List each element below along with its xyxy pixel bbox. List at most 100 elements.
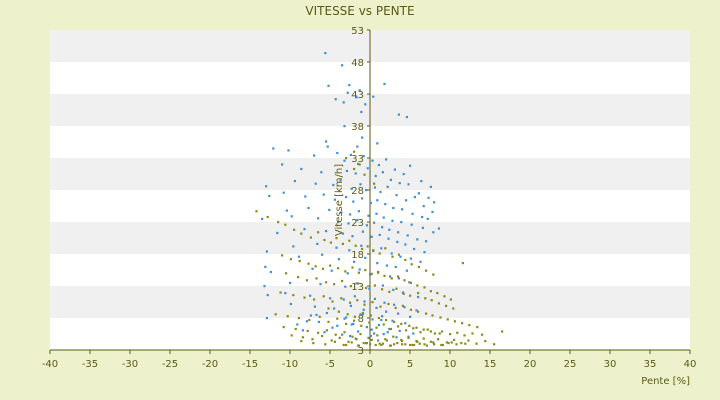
data-point bbox=[300, 167, 303, 171]
data-point bbox=[425, 344, 428, 347]
data-point bbox=[314, 182, 317, 185]
data-point bbox=[324, 343, 327, 346]
data-point bbox=[363, 173, 366, 176]
data-point bbox=[416, 340, 419, 343]
data-point bbox=[449, 333, 452, 336]
data-point bbox=[349, 301, 352, 304]
data-point bbox=[405, 269, 408, 272]
data-point bbox=[323, 238, 326, 242]
x-tick-label: -5 bbox=[325, 359, 335, 370]
data-point bbox=[349, 334, 352, 338]
data-point bbox=[361, 197, 364, 200]
data-point bbox=[471, 332, 474, 335]
data-point bbox=[404, 343, 407, 346]
data-point bbox=[397, 275, 400, 278]
data-point bbox=[426, 328, 429, 331]
data-point bbox=[375, 326, 378, 329]
data-point bbox=[303, 296, 306, 299]
data-point bbox=[402, 292, 405, 295]
data-point bbox=[346, 91, 349, 94]
data-point bbox=[347, 222, 350, 225]
axes: -40 -35 -30 -25 -20 -15 -10 -5 0 5 10 15 20 25 30 35 40 3… bbox=[42, 26, 697, 370]
data-point bbox=[396, 342, 399, 345]
data-point bbox=[426, 217, 429, 220]
data-point bbox=[357, 162, 360, 165]
data-point bbox=[384, 247, 387, 250]
data-point bbox=[343, 159, 346, 162]
data-point bbox=[367, 214, 370, 217]
data-point bbox=[321, 334, 324, 338]
data-point bbox=[365, 286, 368, 290]
data-point bbox=[348, 84, 351, 87]
data-point bbox=[372, 95, 375, 98]
data-point bbox=[311, 267, 314, 270]
data-point bbox=[274, 313, 277, 316]
data-point bbox=[410, 263, 413, 266]
x-tick-label: -35 bbox=[82, 359, 98, 370]
data-point bbox=[351, 266, 354, 269]
data-point bbox=[416, 284, 419, 287]
data-point bbox=[339, 179, 342, 182]
data-point bbox=[338, 336, 341, 339]
data-point bbox=[327, 307, 330, 310]
data-point bbox=[380, 343, 383, 347]
data-point bbox=[405, 329, 408, 332]
data-point bbox=[263, 285, 266, 288]
data-point bbox=[409, 308, 412, 311]
data-point bbox=[356, 145, 359, 148]
data-point bbox=[292, 245, 295, 248]
data-point bbox=[417, 295, 420, 299]
data-point bbox=[355, 96, 358, 99]
x-tick-label: 30 bbox=[604, 359, 617, 370]
data-point bbox=[361, 230, 364, 233]
data-point bbox=[377, 324, 380, 327]
data-point bbox=[309, 294, 312, 297]
data-point bbox=[420, 180, 423, 183]
data-point bbox=[385, 318, 388, 322]
data-point bbox=[381, 315, 384, 318]
data-point bbox=[371, 318, 374, 321]
data-point bbox=[281, 163, 284, 166]
data-point bbox=[417, 192, 420, 195]
data-point bbox=[370, 272, 373, 275]
data-point bbox=[297, 317, 300, 320]
data-point bbox=[349, 304, 352, 307]
data-point bbox=[423, 343, 426, 346]
data-point bbox=[384, 338, 387, 341]
x-tick-label: -10 bbox=[282, 359, 298, 370]
data-point bbox=[367, 336, 370, 339]
data-point bbox=[341, 242, 344, 245]
data-point bbox=[373, 297, 376, 300]
data-point bbox=[401, 208, 404, 211]
data-point bbox=[467, 339, 470, 342]
data-point bbox=[342, 298, 345, 301]
data-point bbox=[409, 343, 412, 347]
data-point bbox=[401, 340, 404, 343]
data-point bbox=[322, 295, 325, 298]
data-point bbox=[348, 239, 351, 242]
data-point bbox=[429, 340, 432, 343]
data-point bbox=[475, 342, 478, 345]
data-point bbox=[370, 338, 373, 341]
data-point bbox=[313, 154, 316, 157]
data-point bbox=[397, 325, 400, 328]
data-point bbox=[357, 330, 360, 333]
data-point bbox=[382, 333, 385, 336]
data-point bbox=[378, 252, 381, 255]
data-point bbox=[358, 89, 361, 92]
chart-title: VITESSE vs PENTE bbox=[305, 4, 414, 18]
data-point bbox=[427, 196, 430, 199]
data-point bbox=[350, 187, 353, 190]
data-point bbox=[411, 212, 414, 215]
data-point bbox=[301, 329, 304, 332]
data-point bbox=[341, 232, 344, 235]
data-point bbox=[450, 341, 453, 344]
data-point bbox=[413, 343, 416, 347]
data-point bbox=[357, 344, 360, 347]
data-point bbox=[397, 312, 400, 315]
data-point bbox=[308, 318, 311, 322]
data-point bbox=[294, 327, 297, 331]
data-point bbox=[355, 338, 358, 341]
data-point bbox=[380, 318, 383, 322]
